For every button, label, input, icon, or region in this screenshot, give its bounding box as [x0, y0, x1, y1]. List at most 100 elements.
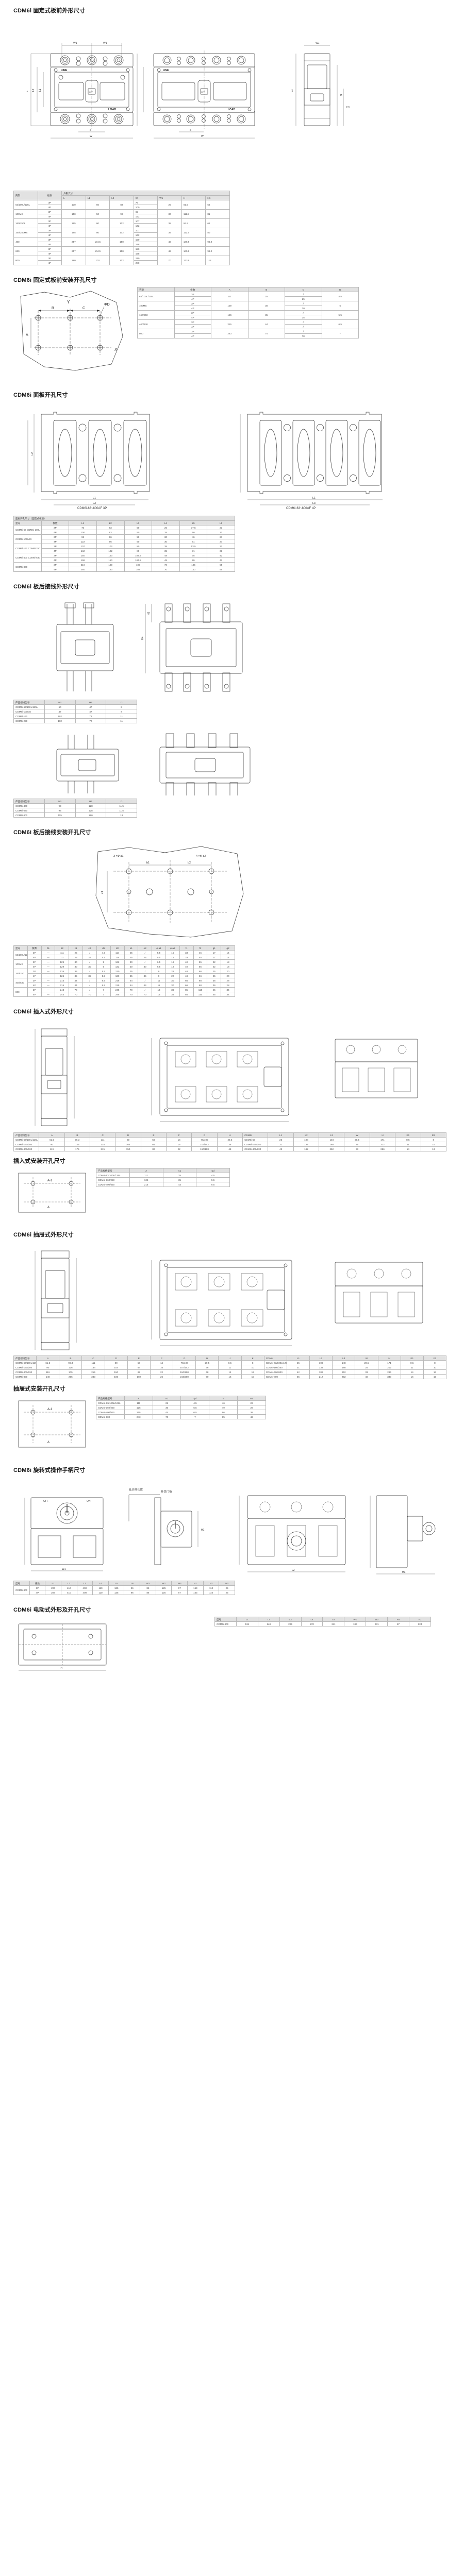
cell-E2: 8 — [420, 1137, 446, 1142]
cell-poles: 3P — [41, 562, 70, 567]
header-c1: c1 — [69, 945, 84, 951]
table-row: 4P 70 — [138, 333, 359, 338]
cell-A: 243 — [211, 329, 248, 338]
table-plugin-wrap: 产品规格型号 A B C D E F G H CDM6i L1 L2 L3 W H E1 E2 CDM6i-63/… — [13, 1132, 464, 1151]
svg-text:A: A — [47, 1441, 49, 1444]
header-产品规格型号: 产品规格型号 — [96, 1396, 125, 1401]
cell-L3: 292 — [332, 1374, 356, 1379]
cell-B: 70 — [247, 329, 285, 338]
cell-E1: 8.5 — [400, 1360, 424, 1365]
header-H4: H4 — [75, 799, 107, 804]
cell-model: CDM6i-63/100L/125L — [96, 1173, 130, 1178]
cell-L3: 50 — [124, 525, 153, 530]
cell-L3: 104.5 — [124, 557, 153, 563]
table-row: CDM6i-160/250 90 126 134 104 64 16 107/142 36 CDM… — [13, 1142, 446, 1147]
cell-L6: 31 — [207, 548, 235, 553]
cell-g1: 36 — [207, 982, 222, 988]
svg-text:ON: ON — [87, 1500, 91, 1503]
cell-W1: 35 — [157, 228, 182, 238]
cell-ea1: 13 — [152, 992, 166, 997]
cell-A: 126 — [211, 310, 248, 320]
drawing-motor-operator: L1 — [13, 1617, 209, 1673]
cell-D: 13 — [106, 812, 137, 818]
cell-f2: 45 — [193, 950, 208, 955]
cell-e1: 25 — [124, 955, 139, 960]
svg-text:c1: c1 — [101, 891, 104, 894]
cell-model: CDM6i-160/250 — [96, 1405, 125, 1410]
svg-text:L1: L1 — [93, 497, 96, 500]
svg-text:A-1: A-1 — [47, 1179, 53, 1182]
header-c2: c2 — [82, 945, 97, 951]
cell-L1: 55 — [286, 1374, 310, 1379]
header-L1: L1 — [286, 1355, 310, 1361]
cell-W: 100 — [133, 205, 158, 210]
cell-L6: 96 — [124, 1590, 141, 1595]
svg-text:开关门板: 开关门板 — [161, 1489, 172, 1494]
cell-W: 33 — [355, 1369, 378, 1375]
header-φd: φd — [180, 1396, 210, 1401]
cell-b1: — — [41, 982, 56, 988]
cell-W1: 70 — [157, 256, 182, 265]
cell-frame: 160/250L — [13, 218, 38, 228]
svg-text:W1: W1 — [73, 42, 77, 45]
cell-C: / — [285, 310, 322, 315]
header-极数: 极数 — [29, 1581, 46, 1586]
drawing-caption-4p: CDM6i-63~800AF 4P — [286, 507, 316, 510]
cell-H4: 47 — [75, 704, 107, 709]
table-row: 4P —126 35 35 5.5 130 35 35 9 22 48 66 25 20 — [14, 973, 235, 978]
table-row: 4P 100 83 50 25 50 21 — [14, 530, 235, 535]
header-E1: E1 — [395, 1132, 421, 1138]
subsection-heading-drawout: 抽屉式安装开孔尺寸 — [13, 1386, 65, 1392]
header-L2: L2 — [257, 1617, 280, 1622]
cell-C: / — [285, 324, 322, 329]
header-b2: b2 — [55, 945, 70, 951]
cell-poles: 3P — [29, 1585, 46, 1590]
cell-L3: 188 — [332, 1365, 356, 1370]
cell-poles: 4P — [37, 232, 62, 238]
header-A: A — [36, 1355, 60, 1361]
cell-model: CDM6i-400 — [13, 803, 45, 808]
cell-L4: 48 — [152, 553, 180, 558]
cell-D: 4.5 — [321, 292, 359, 301]
cell-d2: 245 — [110, 987, 125, 992]
cell-g2: 28 — [221, 978, 235, 983]
header-A: A — [124, 1396, 153, 1401]
cell-ea1: 9 — [152, 969, 166, 974]
cell-b2: 129 — [55, 964, 70, 969]
table-row: 100MS 3P —129 30/5 132 30/6.5 18 40 55 22 18 — [13, 959, 235, 969]
header-L6: L6 — [207, 520, 235, 526]
header-poles: 极数 — [37, 191, 62, 200]
cell-F: 22 — [150, 1369, 174, 1375]
cell-e2: / — [138, 959, 153, 964]
cell-C: 70 — [285, 333, 322, 338]
cell-ea2: 15 — [165, 955, 180, 960]
cell-B: 25 — [247, 292, 285, 301]
cell-H1: 80 — [205, 228, 230, 238]
table-row: 400/630 3P —215 44/6.5 215 44/11 30 66 88 36 28 — [13, 978, 235, 988]
cell-ea2: 30 — [165, 978, 180, 983]
cell-H1: 112 — [205, 256, 230, 265]
cell-poles: 4P — [37, 223, 62, 228]
cell-H: 173.5 — [181, 256, 206, 265]
header-L3: L3 — [124, 520, 153, 526]
cell-e2: / — [138, 969, 153, 974]
cell-b1: — — [41, 987, 56, 992]
cell-g1: 22 — [207, 964, 222, 969]
header-e1: e1 — [124, 945, 139, 951]
cell-F: 26 — [150, 1374, 174, 1379]
header-H1: H1 — [187, 1581, 204, 1586]
cell-L2: 410 — [60, 1590, 77, 1595]
table-row: 产品规格型号 H3 H4 D — [13, 799, 137, 804]
cell-E1: 11 — [395, 1142, 421, 1147]
cell-L6: 55 — [207, 562, 235, 567]
cell-L: 150 — [61, 209, 86, 219]
header-L6: L6 — [124, 1581, 141, 1586]
cell-g2: 18 — [221, 964, 235, 969]
cell-L1: 150 — [69, 553, 97, 558]
cell-ea2: 18 — [165, 959, 180, 964]
drawing-rear-mounting-holes: 3 ×Φ a1 4 ×Φ a2 b1 b2 c1 — [0, 839, 464, 942]
cell-H3: 47 — [44, 709, 76, 714]
cell-poles: 3P — [174, 292, 211, 297]
header-E: E — [127, 1355, 151, 1361]
header-L4: L4 — [301, 1617, 323, 1622]
